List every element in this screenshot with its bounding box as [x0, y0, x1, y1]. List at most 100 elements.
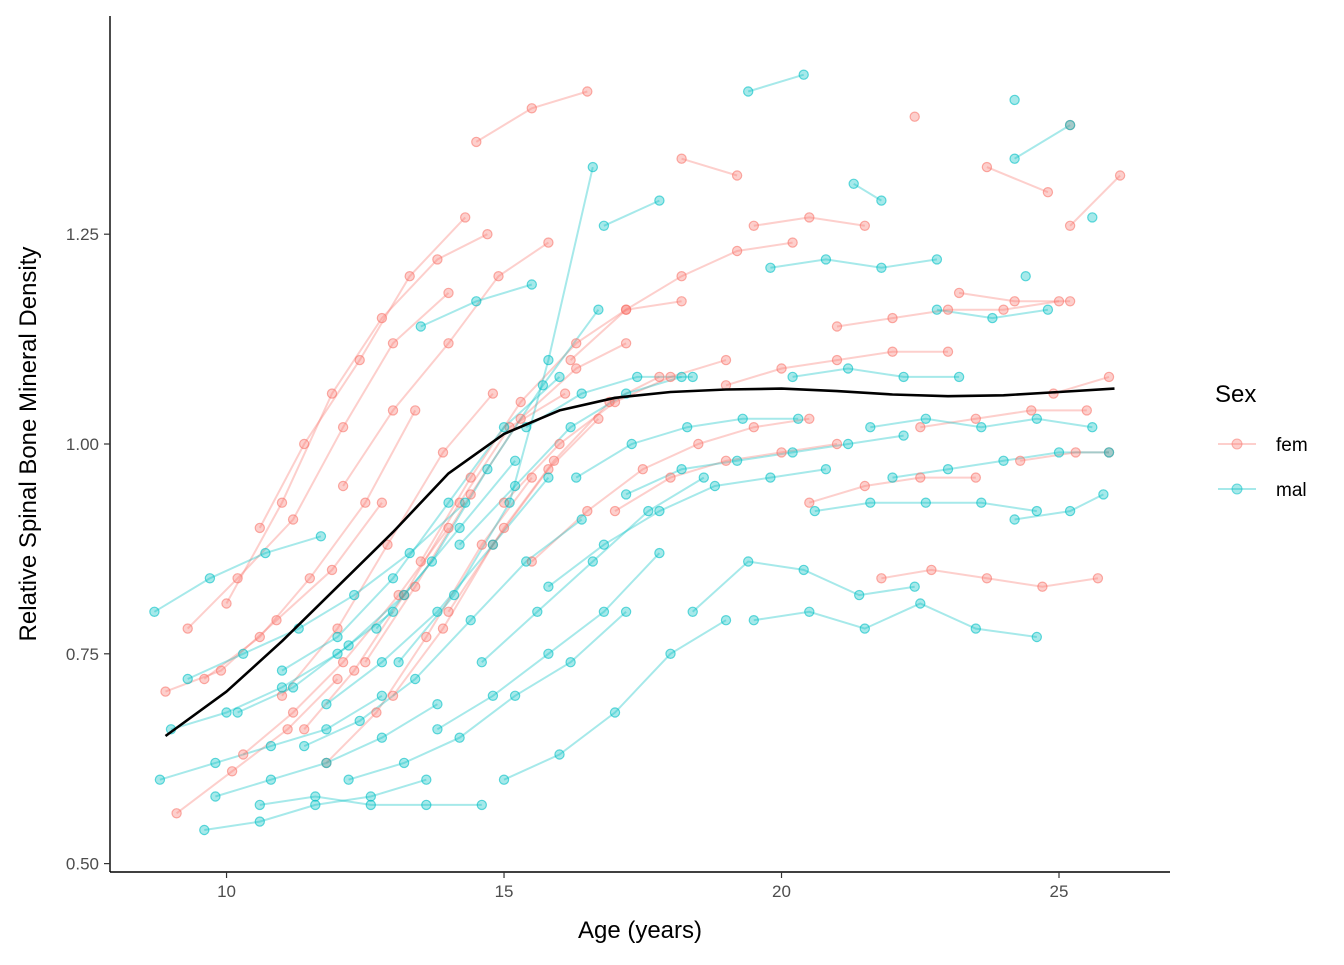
data-point-fem-14-2 — [548, 455, 560, 466]
data-point-mal-25-1 — [798, 69, 809, 80]
data-point-mal-14-0 — [415, 321, 426, 332]
data-point-fem-11-2 — [465, 489, 476, 500]
data-point-mal-11-0 — [343, 774, 354, 785]
data-point-mal-32-1 — [942, 464, 954, 475]
subject-line-mal-12 — [375, 309, 600, 630]
data-point-fem-23-3 — [970, 472, 982, 483]
data-point-fem-6-4 — [460, 212, 471, 223]
subject-line-mal-9 — [303, 518, 583, 748]
data-point-mal-18-1 — [554, 749, 565, 760]
data-point-fem-17-3 — [693, 438, 704, 450]
data-point-fem-13-1 — [465, 472, 476, 483]
data-point-mal-33-1 — [987, 312, 998, 324]
subject-line-mal-8 — [281, 376, 561, 672]
data-point-mal-21-4 — [793, 413, 804, 424]
subject-line-mal-10 — [325, 476, 550, 705]
subject-line-mal-18 — [503, 619, 727, 781]
subject-line-fem-22 — [753, 216, 865, 227]
data-point-mal-23-4 — [842, 438, 854, 450]
data-point-mal-32-4 — [1103, 447, 1115, 458]
data-point-mal-9-1 — [354, 715, 365, 727]
data-point-fem-11-3 — [515, 413, 526, 424]
data-point-mal-21-2 — [682, 422, 693, 433]
data-point-mal-12-4 — [593, 304, 604, 315]
data-point-fem-1-3 — [332, 673, 343, 685]
data-point-fem-5-0 — [237, 749, 249, 760]
subject-line-fem-28 — [958, 291, 1071, 303]
data-point-mal-24-3 — [854, 589, 865, 601]
data-point-fem-25-4 — [1092, 573, 1104, 584]
data-point-fem-22-0 — [748, 220, 760, 231]
data-point-fem-7-4 — [487, 388, 499, 399]
data-point-mal-23-5 — [898, 430, 909, 441]
data-point-fem-19-4 — [831, 438, 843, 450]
data-point-fem-0-2 — [271, 615, 282, 626]
data-point-mal-21-1 — [626, 438, 637, 450]
data-point-mal-25-0 — [743, 86, 754, 97]
series-lines-group — [153, 73, 1121, 831]
legend-label-mal: mal — [1276, 480, 1307, 501]
data-point-fem-11-1 — [410, 581, 421, 592]
subject-line-mal-21 — [575, 417, 799, 479]
legend-item-fem: fem — [1218, 435, 1308, 456]
data-point-mal-16-0 — [454, 539, 465, 550]
data-point-mal-26-2 — [859, 623, 871, 634]
data-point-mal-27-1 — [820, 254, 832, 265]
data-point-mal-28-0 — [787, 371, 798, 383]
data-point-mal-20-4 — [765, 472, 776, 483]
subject-line-fem-32 — [1069, 174, 1121, 227]
data-point-mal-18-3 — [665, 648, 676, 660]
subject-line-fem-27 — [920, 409, 1087, 429]
data-point-mal-33-2 — [1042, 304, 1054, 315]
data-point-fem-5-1 — [287, 707, 299, 718]
data-point-mal-29-0 — [809, 505, 821, 517]
subject-line-mal-17 — [481, 476, 705, 663]
data-point-fem-7-3 — [437, 447, 449, 458]
data-point-fem-10-4 — [543, 237, 554, 248]
data-point-mal-20-0 — [543, 581, 554, 592]
subject-line-fem-3 — [203, 409, 417, 680]
data-point-mal-15-2 — [543, 648, 554, 660]
subject-line-mal-4 — [204, 778, 427, 831]
data-point-mal-30-0 — [848, 178, 859, 189]
data-point-fem-28-1 — [1009, 296, 1020, 307]
subject-line-fem-19 — [614, 443, 838, 512]
data-point-mal-15-3 — [598, 606, 610, 618]
data-point-fem-15-1 — [526, 103, 538, 114]
x-axis-title: Age (years) — [578, 917, 702, 944]
data-point-fem-10-2 — [443, 338, 454, 349]
data-point-fem-11-4 — [571, 363, 582, 374]
subject-line-mal-5 — [215, 703, 438, 798]
subject-line-fem-24 — [836, 300, 1060, 328]
data-point-mal-0-1 — [204, 573, 216, 584]
data-point-mal-31-1 — [920, 413, 932, 424]
data-point-fem-32-0 — [1064, 220, 1076, 231]
subject-line-fem-25 — [881, 568, 1099, 588]
data-point-fem-20-1 — [731, 170, 743, 181]
data-point-fem-1-1 — [226, 766, 238, 777]
data-point-mal-18-4 — [720, 615, 732, 626]
data-point-fem-7-1 — [332, 623, 343, 634]
data-point-mal-5-4 — [432, 699, 443, 710]
data-point-fem-8-5 — [559, 388, 571, 399]
data-point-mal-9-2 — [410, 673, 421, 685]
subject-line-fem-9 — [325, 477, 533, 764]
data-point-fem-29-1 — [1042, 186, 1054, 198]
data-point-mal-1-4 — [376, 690, 388, 702]
data-point-fem-19-2 — [720, 455, 732, 466]
data-point-fem-2-0 — [182, 623, 193, 634]
data-point-fem-21-3 — [887, 346, 898, 357]
data-point-mal-11-4 — [565, 657, 576, 668]
data-point-fem-21-4 — [942, 346, 954, 357]
data-point-mal-1-0 — [154, 774, 166, 785]
subject-line-fem-13 — [419, 300, 682, 563]
subject-line-fem-2 — [186, 292, 450, 630]
data-point-mal-2-3 — [332, 648, 343, 660]
data-point-mal-34-0 — [1009, 94, 1020, 106]
y-tick-label: 1.25 — [66, 225, 99, 244]
data-point-fem-14-1 — [498, 522, 510, 534]
data-point-mal-13-2 — [504, 497, 515, 508]
data-point-mal-24-1 — [743, 556, 754, 567]
data-point-fem-3-2 — [304, 573, 315, 584]
data-point-mal-1-1 — [210, 757, 221, 769]
